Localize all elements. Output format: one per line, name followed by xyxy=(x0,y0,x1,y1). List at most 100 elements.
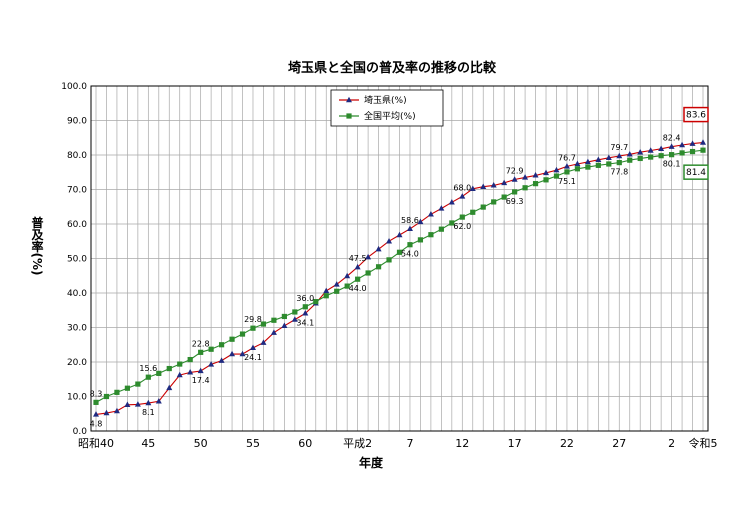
data-label: 80.1 xyxy=(663,160,681,169)
data-point-2 xyxy=(187,356,193,363)
data-point-1 xyxy=(543,169,550,176)
data-point-2 xyxy=(522,185,528,191)
data-label: 47.5 xyxy=(349,254,367,263)
data-point-2 xyxy=(595,162,601,168)
x-tick-label: 45 xyxy=(141,437,155,450)
data-point-1 xyxy=(375,245,382,252)
legend-label: 埼玉県(%) xyxy=(364,94,407,106)
data-point-1 xyxy=(679,141,686,148)
data-point-2 xyxy=(292,309,298,315)
data-point-1 xyxy=(124,401,131,407)
data-point-1 xyxy=(386,237,393,244)
data-point-2 xyxy=(543,177,549,183)
data-point-2 xyxy=(501,194,507,200)
data-label: 17.4 xyxy=(192,376,210,385)
data-label: 75.1 xyxy=(558,177,576,186)
data-point-2 xyxy=(166,365,172,372)
data-point-1 xyxy=(417,218,424,225)
x-tick-label: 令和5 xyxy=(689,436,718,450)
data-point-1 xyxy=(616,152,623,159)
end-value-box xyxy=(683,164,709,180)
y-tick-label: 60.0 xyxy=(67,220,87,230)
data-point-2 xyxy=(428,232,434,238)
data-point-1 xyxy=(281,322,288,328)
data-point-2 xyxy=(637,155,643,162)
data-point-1 xyxy=(323,287,330,294)
data-point-1 xyxy=(239,350,246,357)
end-value-label: 83.6 xyxy=(686,111,706,121)
legend-marker xyxy=(346,113,352,119)
y-tick-label: 30.0 xyxy=(67,324,87,334)
data-point-1 xyxy=(260,339,267,345)
data-label: 77.8 xyxy=(610,168,628,177)
y-tick-label: 50.0 xyxy=(67,255,87,265)
data-point-2 xyxy=(250,325,256,331)
legend-label: 全国平均(%) xyxy=(364,110,416,122)
data-point-2 xyxy=(302,304,308,310)
data-point-2 xyxy=(271,317,277,323)
data-point-1 xyxy=(427,211,434,217)
data-label: 68.0 xyxy=(453,183,471,192)
data-point-2 xyxy=(606,161,612,167)
data-point-2 xyxy=(574,166,581,172)
data-point-1 xyxy=(113,407,120,414)
y-tick-label: 40.0 xyxy=(67,289,87,299)
data-point-1 xyxy=(490,182,497,188)
data-label: 69.3 xyxy=(506,197,524,206)
data-label: 44.0 xyxy=(349,284,367,293)
data-point-1 xyxy=(166,384,173,391)
x-tick-label: 60 xyxy=(298,437,312,450)
x-tick-label: 12 xyxy=(455,437,469,450)
data-label: 8.1 xyxy=(142,408,155,417)
data-point-2 xyxy=(386,257,392,263)
data-point-1 xyxy=(291,316,298,322)
data-point-2 xyxy=(344,283,350,289)
data-point-2 xyxy=(627,157,633,163)
data-point-2 xyxy=(470,209,476,215)
data-point-2 xyxy=(135,381,141,387)
plot-area: 0.0 10.0 20.0 30.0 40.0 50.0 60.0 70.0 80.0 90.0 1… xyxy=(61,82,717,450)
data-point-1 xyxy=(354,263,361,270)
data-point-1 xyxy=(145,399,152,406)
data-point-1 xyxy=(480,183,487,189)
x-tick-label: 17 xyxy=(508,437,522,450)
data-point-2 xyxy=(365,270,371,276)
chart-title: 埼玉県と全国の普及率の推移の比較 xyxy=(288,60,497,76)
plot-border xyxy=(90,85,709,432)
y-tick-label: 90.0 xyxy=(67,117,87,127)
data-point-2 xyxy=(407,242,413,248)
data-point-1 xyxy=(406,225,413,232)
data-point-1 xyxy=(134,401,141,407)
data-point-2 xyxy=(218,342,225,348)
data-point-1 xyxy=(155,398,162,404)
data-point-1 xyxy=(658,145,665,151)
data-point-2 xyxy=(459,214,465,220)
data-point-2 xyxy=(260,321,267,327)
data-label: 4.8 xyxy=(90,419,103,428)
data-point-2 xyxy=(355,276,361,282)
data-label: 54.0 xyxy=(401,250,419,259)
data-point-1 xyxy=(93,411,99,417)
data-point-2 xyxy=(449,220,455,226)
data-point-1 xyxy=(459,193,466,199)
data-point-1 xyxy=(700,139,706,145)
data-point-2 xyxy=(700,147,706,153)
data-point-1 xyxy=(595,156,602,163)
data-label: 34.1 xyxy=(296,318,314,327)
data-point-2 xyxy=(679,150,685,156)
y-tick-label: 80.0 xyxy=(67,151,87,161)
data-point-2 xyxy=(564,169,570,175)
data-label: 79.7 xyxy=(610,143,628,152)
data-point-1 xyxy=(176,371,183,378)
data-point-1 xyxy=(333,281,340,287)
data-label: 76.7 xyxy=(558,153,576,162)
data-point-2 xyxy=(417,237,424,243)
data-point-1 xyxy=(249,344,256,351)
data-point-2 xyxy=(396,249,403,255)
data-point-2 xyxy=(438,226,444,232)
x-tick-label: 7 xyxy=(406,437,413,450)
data-point-1 xyxy=(532,172,539,178)
data-point-1 xyxy=(197,367,204,374)
data-point-1 xyxy=(448,198,455,205)
data-label: 29.8 xyxy=(244,315,262,324)
